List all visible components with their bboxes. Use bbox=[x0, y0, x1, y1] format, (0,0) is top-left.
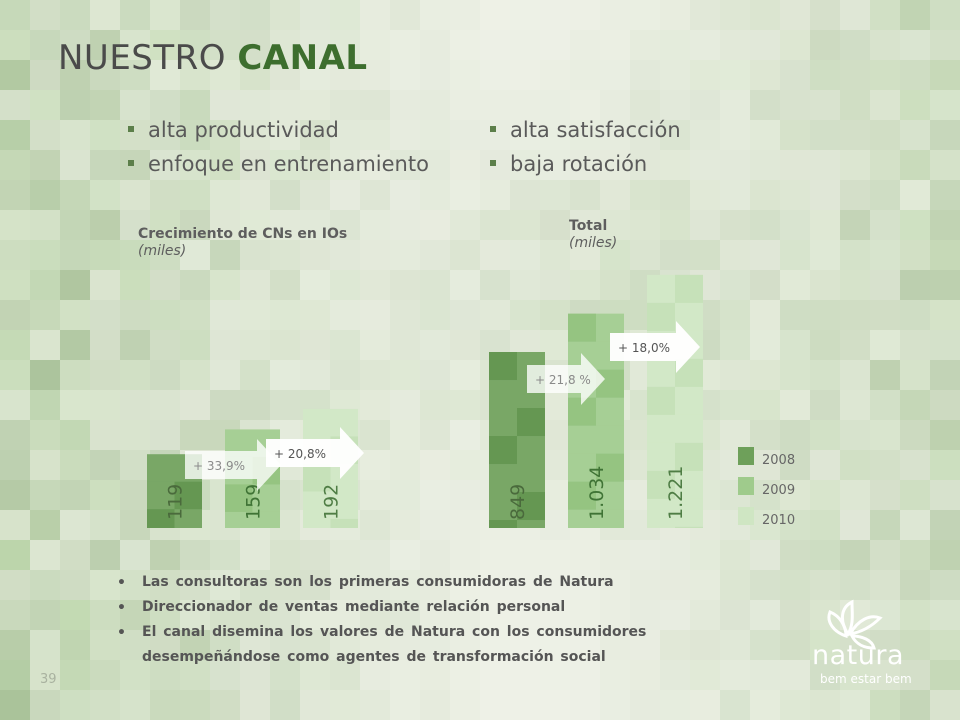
growth-arrow: + 33,9% bbox=[185, 439, 281, 491]
legend-swatch bbox=[738, 447, 754, 465]
page-title: NUESTRO CANAL bbox=[58, 38, 368, 78]
page-number: 39 bbox=[40, 672, 57, 687]
chart-1-subtitle: (miles) bbox=[138, 243, 187, 259]
growth-arrow: + 20,8% bbox=[266, 427, 364, 479]
bullet-item: baja rotación bbox=[488, 147, 681, 181]
note-text: Direccionador de ventas mediante relació… bbox=[142, 599, 566, 615]
chart-1-title: Crecimiento de CNs en IOs bbox=[138, 226, 348, 242]
arrow-shape bbox=[527, 353, 605, 405]
legend-swatch bbox=[738, 507, 754, 525]
arrow-shape bbox=[266, 427, 364, 479]
bullet-dot-icon: • bbox=[117, 600, 126, 616]
notes-list: • Las consultoras son los primeras consum… bbox=[112, 570, 646, 670]
bullet-item: alta productividad bbox=[126, 113, 429, 147]
bullet-dot-icon: • bbox=[117, 625, 126, 641]
growth-label: + 21,8 % bbox=[535, 373, 591, 387]
title-prefix: NUESTRO bbox=[58, 38, 227, 78]
bar-value-label: 159 bbox=[243, 484, 265, 520]
note-text: desempeñándose como agentes de transform… bbox=[142, 649, 606, 665]
bar-value-label: 192 bbox=[321, 484, 343, 520]
title-bold: CANAL bbox=[237, 38, 368, 78]
legend: 2008 2009 2010 bbox=[738, 447, 795, 528]
legend-label: 2010 bbox=[762, 513, 795, 528]
arrow-shape bbox=[185, 439, 281, 491]
note-item: • Direccionador de ventas mediante relaci… bbox=[112, 595, 646, 620]
growth-label: + 18,0% bbox=[618, 341, 670, 355]
square-bullet-icon bbox=[128, 126, 134, 132]
square-bullet-icon bbox=[490, 126, 496, 132]
legend-swatch bbox=[738, 477, 754, 495]
note-text: Las consultoras son los primeras consumi… bbox=[142, 574, 614, 590]
note-item: • Las consultoras son los primeras consum… bbox=[112, 570, 646, 595]
legend-label: 2009 bbox=[762, 483, 795, 498]
chart-2-title: Total bbox=[569, 218, 608, 234]
chart-2-subtitle: (miles) bbox=[569, 235, 618, 251]
bar-tiles bbox=[489, 352, 545, 528]
chart-2-title-block: Total (miles) bbox=[569, 218, 617, 252]
growth-arrow: + 18,0% bbox=[610, 321, 700, 373]
bullet-text: alta productividad bbox=[148, 118, 339, 142]
bar-value-label: 1.034 bbox=[586, 466, 608, 520]
bar-value-label: 119 bbox=[165, 484, 187, 520]
bar-tiles bbox=[147, 454, 202, 528]
chart-1-title-block: Crecimiento de CNs en IOs (miles) bbox=[138, 226, 347, 260]
bar-tiles bbox=[568, 313, 624, 528]
legend-label: 2008 bbox=[762, 453, 795, 468]
bullet-text: alta satisfacción bbox=[510, 118, 681, 142]
arrow-shape bbox=[610, 321, 700, 373]
note-item: • El canal disemina los valores de Natura… bbox=[112, 620, 646, 645]
growth-arrow: + 21,8 % bbox=[527, 353, 605, 405]
bullets-right: alta satisfacción baja rotación bbox=[488, 113, 681, 181]
logo-wordmark: natura bbox=[812, 640, 905, 671]
bullets-left: alta productividad enfoque en entrenamie… bbox=[126, 113, 429, 181]
note-item-continuation: desempeñándose como agentes de transform… bbox=[112, 645, 646, 670]
bullet-item: alta satisfacción bbox=[488, 113, 681, 147]
bullet-item: enfoque en entrenamiento bbox=[126, 147, 429, 181]
bullet-text: enfoque en entrenamiento bbox=[148, 152, 429, 176]
square-bullet-icon bbox=[128, 160, 134, 166]
bullet-dot-icon: • bbox=[117, 575, 126, 591]
logo-tagline: bem estar bem bbox=[820, 672, 912, 686]
chart-2: 849 1.034 1.221 + 21,8 % + 18,0% bbox=[489, 274, 703, 528]
bar-value-label: 1.221 bbox=[665, 466, 687, 520]
note-text: El canal disemina los valores de Natura … bbox=[142, 624, 647, 640]
natura-logo-icon bbox=[827, 599, 883, 650]
chart-1: 119 159 192 + 33,9% + 20,8% bbox=[147, 408, 364, 528]
bar-value-label: 849 bbox=[507, 484, 529, 520]
growth-label: + 33,9% bbox=[193, 459, 245, 473]
growth-label: + 20,8% bbox=[274, 447, 326, 461]
bullet-text: baja rotación bbox=[510, 152, 648, 176]
square-bullet-icon bbox=[490, 160, 496, 166]
